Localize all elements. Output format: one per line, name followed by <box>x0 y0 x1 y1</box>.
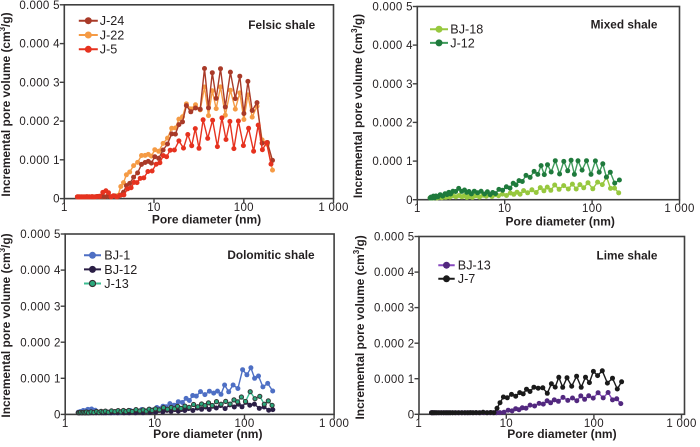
svg-text:J-7: J-7 <box>458 272 476 286</box>
svg-text:BJ-12: BJ-12 <box>104 263 137 277</box>
svg-text:0.000 4: 0.000 4 <box>20 265 61 277</box>
svg-text:1 000: 1 000 <box>666 418 696 430</box>
svg-text:10: 10 <box>500 418 513 430</box>
svg-text:1: 1 <box>61 202 68 214</box>
svg-text:0.000 1: 0.000 1 <box>372 156 412 168</box>
svg-text:Incremental pore volume (cm3/g: Incremental pore volume (cm3/g) <box>350 14 365 198</box>
svg-text:1 000: 1 000 <box>664 203 694 215</box>
svg-text:0.000 1: 0.000 1 <box>19 155 59 167</box>
svg-text:0.000 4: 0.000 4 <box>372 40 413 52</box>
svg-text:100: 100 <box>234 418 254 430</box>
svg-text:10: 10 <box>148 418 161 430</box>
svg-text:Mixed shale: Mixed shale <box>591 18 658 32</box>
svg-text:0.000 3: 0.000 3 <box>19 77 59 89</box>
svg-text:J-5: J-5 <box>100 43 118 57</box>
svg-text:J-12: J-12 <box>450 36 475 50</box>
svg-text:0.000 2: 0.000 2 <box>20 337 60 349</box>
svg-text:Lime shale: Lime shale <box>597 248 658 262</box>
svg-text:0.000 4: 0.000 4 <box>19 39 60 51</box>
svg-text:1 000: 1 000 <box>319 418 349 430</box>
svg-text:0.000 5: 0.000 5 <box>20 229 60 241</box>
svg-text:1: 1 <box>414 203 421 215</box>
svg-text:J-13: J-13 <box>104 277 129 291</box>
svg-text:Pore diameter (nm): Pore diameter (nm) <box>507 427 616 441</box>
svg-text:1 000: 1 000 <box>318 202 348 214</box>
svg-text:100: 100 <box>582 203 602 215</box>
svg-text:Pore diameter (nm): Pore diameter (nm) <box>506 214 615 228</box>
svg-text:0: 0 <box>406 195 413 207</box>
svg-text:0: 0 <box>53 194 60 206</box>
svg-text:BJ-1: BJ-1 <box>104 249 130 263</box>
svg-text:Pore diameter (nm): Pore diameter (nm) <box>152 212 261 226</box>
svg-text:0.000 4: 0.000 4 <box>374 267 415 279</box>
svg-text:0.000 5: 0.000 5 <box>19 0 59 12</box>
svg-text:J-24: J-24 <box>100 14 125 28</box>
svg-text:0.000 2: 0.000 2 <box>372 118 412 130</box>
svg-text:Incremental pore volume (cm3/g: Incremental pore volume (cm3/g) <box>0 12 13 196</box>
svg-text:10: 10 <box>147 202 160 214</box>
svg-text:0.000 1: 0.000 1 <box>20 373 60 385</box>
svg-text:1: 1 <box>62 418 69 430</box>
svg-text:Incremental pore volume (cm3/g: Incremental pore volume (cm3/g) <box>352 235 367 419</box>
svg-text:BJ-13: BJ-13 <box>458 259 491 273</box>
svg-text:0.000 3: 0.000 3 <box>374 303 414 315</box>
svg-text:Dolomitic shale: Dolomitic shale <box>227 248 315 262</box>
svg-text:J-22: J-22 <box>100 28 125 42</box>
svg-text:0: 0 <box>54 410 61 422</box>
svg-text:1: 1 <box>415 418 422 430</box>
svg-text:0.000 2: 0.000 2 <box>374 338 414 350</box>
svg-text:10: 10 <box>498 203 511 215</box>
svg-text:Pore diameter (nm): Pore diameter (nm) <box>153 427 262 441</box>
svg-text:100: 100 <box>584 418 604 430</box>
svg-text:0.000 1: 0.000 1 <box>374 374 414 386</box>
svg-text:Felsic shale: Felsic shale <box>248 18 315 32</box>
svg-text:0.000 3: 0.000 3 <box>20 301 60 313</box>
svg-text:0.000 5: 0.000 5 <box>372 2 412 14</box>
svg-text:0: 0 <box>408 409 415 421</box>
svg-text:BJ-18: BJ-18 <box>450 23 483 37</box>
svg-text:0.000 2: 0.000 2 <box>19 116 59 128</box>
svg-text:Incremental pore volume (cm3/g: Incremental pore volume (cm3/g) <box>0 233 13 417</box>
svg-text:0.000 3: 0.000 3 <box>372 79 412 91</box>
svg-text:0.000 5: 0.000 5 <box>374 232 414 244</box>
svg-text:100: 100 <box>234 202 254 214</box>
